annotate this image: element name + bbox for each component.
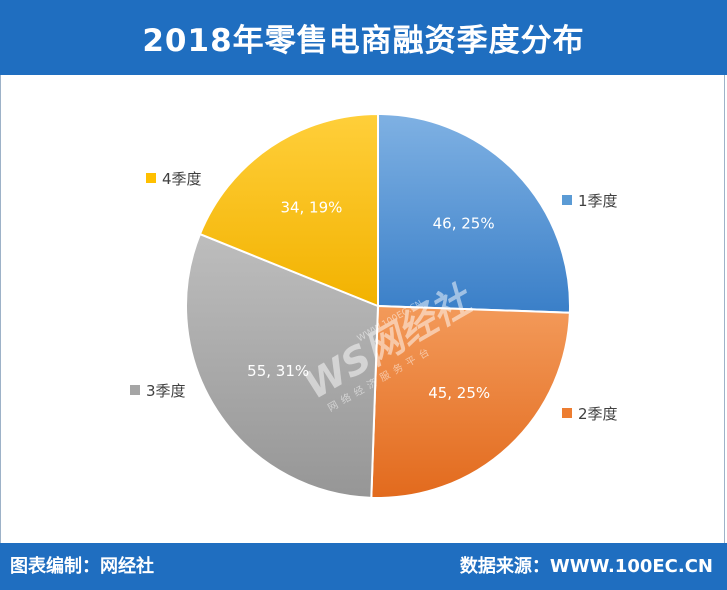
chart-title: 2018年零售电商融资季度分布 (142, 23, 585, 59)
legend-swatch-q4 (146, 173, 156, 183)
pie-slice-q1 (377, 112, 571, 314)
pie-data-labels: 46, 25% 45, 25% 55, 31% 34, 19% (247, 198, 494, 402)
data-label-q2: 45, 25% (428, 384, 490, 402)
pie-slice-q4 (198, 112, 379, 308)
header-bar: 2018年零售电商融资季度分布 (0, 0, 727, 75)
data-label-q1: 46, 25% (433, 214, 495, 232)
footer-source: 数据来源：WWW.100EC.CN (459, 556, 713, 577)
chart-area: 46, 25% 45, 25% 55, 31% 34, 19% 1季度 2季度 3季度 4季… (0, 75, 727, 543)
legend-label-q2: 2季度 (578, 405, 618, 423)
legend-swatch-q1 (562, 195, 572, 205)
legend-swatch-q2 (562, 408, 572, 418)
pie-slices (185, 112, 571, 499)
pie-legend: 1季度 2季度 3季度 4季度 (130, 170, 618, 423)
legend-label-q3: 3季度 (146, 382, 186, 400)
legend-label-q1: 1季度 (578, 192, 618, 210)
data-label-q4: 34, 19% (280, 198, 342, 216)
pie-slice-q3 (185, 232, 380, 499)
legend-label-q4: 4季度 (162, 170, 202, 188)
footer-bar: 图表编制：网经社 数据来源：WWW.100EC.CN (0, 543, 727, 590)
footer-credit: 图表编制：网经社 (10, 556, 154, 577)
pie-slice-q2 (370, 304, 571, 499)
pie-chart: 46, 25% 45, 25% 55, 31% 34, 19% 1季度 2季度 3季度 4季… (130, 112, 618, 499)
legend-swatch-q3 (130, 385, 140, 395)
data-label-q3: 55, 31% (247, 362, 309, 380)
